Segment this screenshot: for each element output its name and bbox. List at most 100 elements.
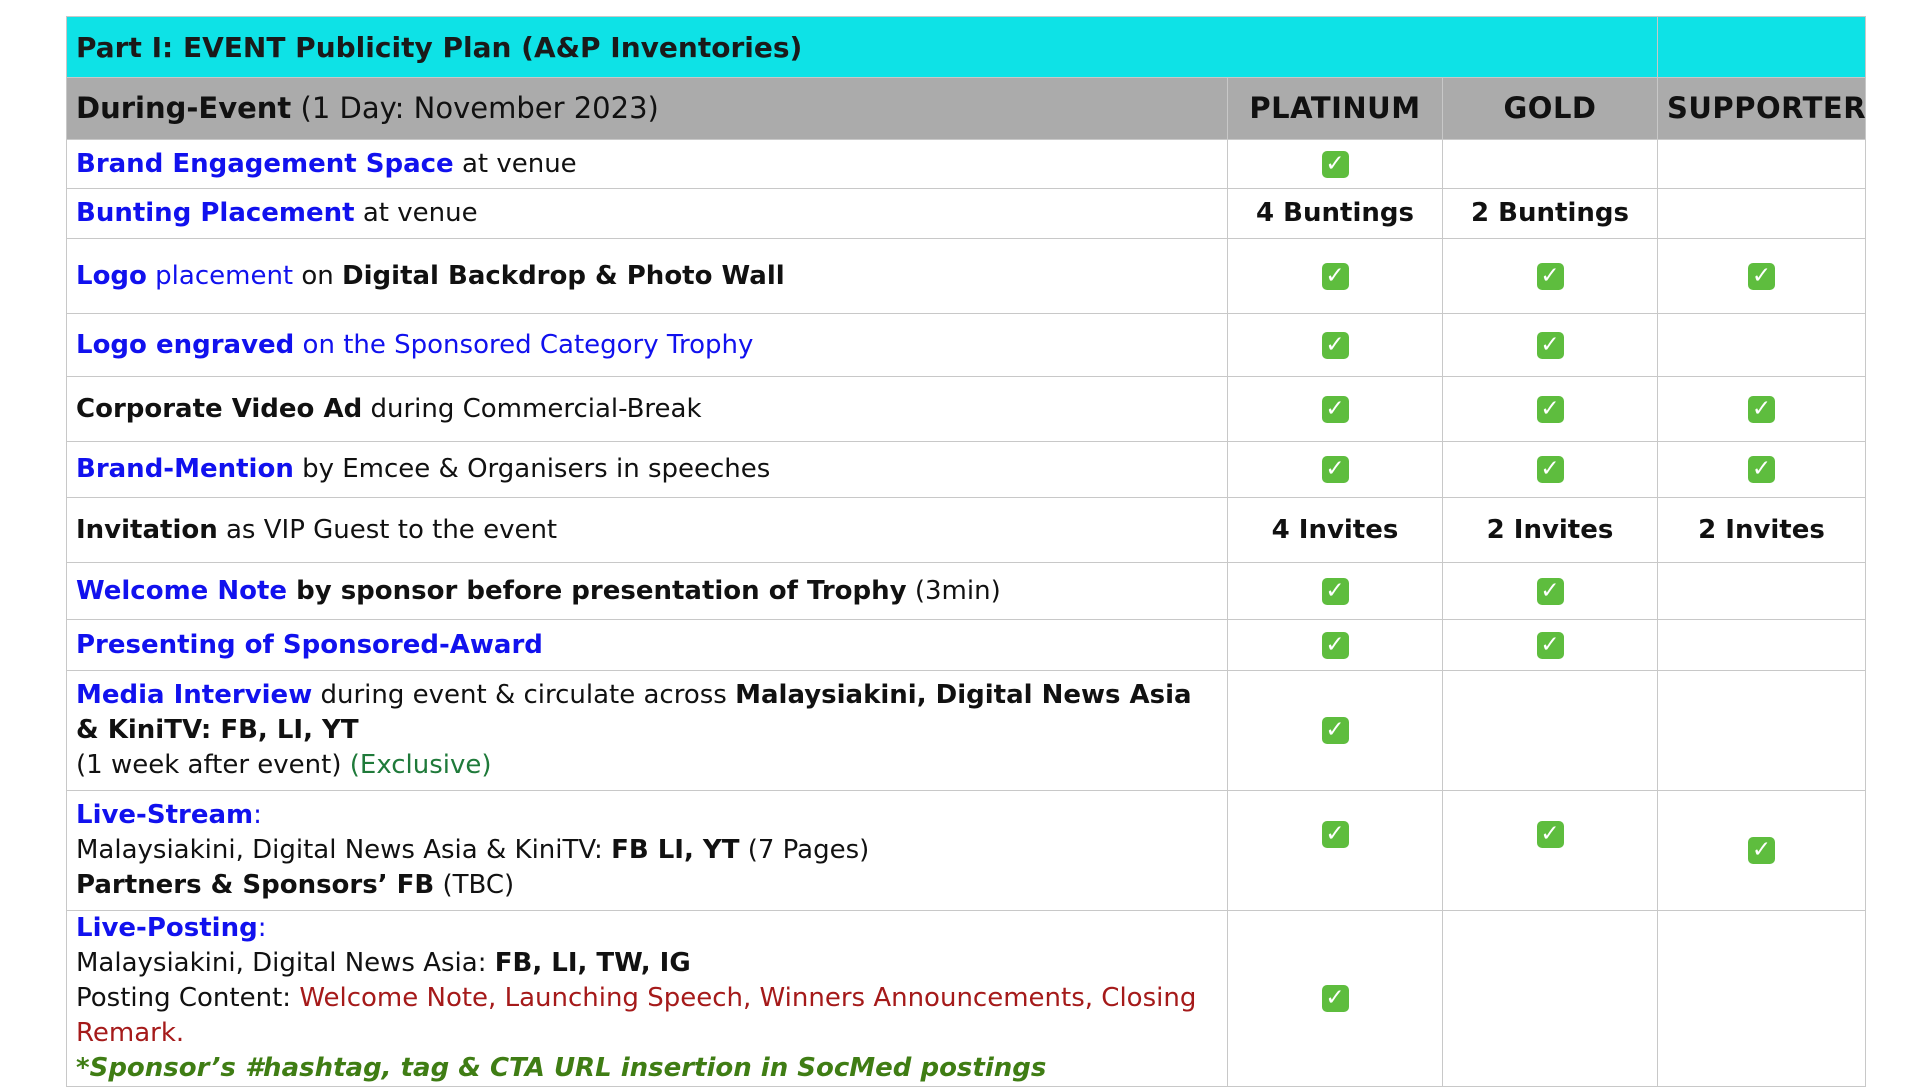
gold-cell: ✓ [1442,562,1658,620]
feature-cell: Bunting Placement at venue [66,188,1228,239]
feature-cell: Live-Stream: Malaysiakini, Digital News A… [66,790,1228,911]
feature-cell: Brand Engagement Space at venue [66,139,1228,189]
feature-text: (7 Pages) [739,835,870,865]
supporter-cell [1657,619,1866,671]
gold-cell: ✓ [1442,376,1658,442]
check-mark-icon: ✓ [1536,631,1564,659]
feature-text: during Commercial-Break [362,393,702,424]
table-row: Invitation as VIP Guest to the event 4 I… [66,497,1866,563]
cell-value: 2 Invites [1486,514,1614,545]
platinum-cell: ✓ [1227,790,1443,911]
gold-cell: 2 Invites [1442,497,1658,563]
check-mark-icon: ✓ [1321,456,1349,483]
check-mark-icon: ✓ [1536,821,1564,848]
check-mark-icon: ✓ [1321,331,1349,359]
supporter-cell: 2 Invites [1657,497,1866,563]
check-mark-icon: ✓ [1321,631,1349,659]
feature-text: (1 week after event) [76,750,350,780]
feature-bold-text: Digital Backdrop & Photo Wall [342,260,785,291]
supporter-cell [1657,910,1866,1087]
title-row: Part I: EVENT Publicity Plan (A&P Invent… [66,16,1866,78]
header-feature-cell: During-Event (1 Day: November 2023) [66,77,1228,140]
exclusive-note: (Exclusive) [349,750,492,780]
cell-value: 4 Buntings [1256,198,1414,228]
section-period: (1 Day: November 2023) [291,91,659,125]
header-row: During-Event (1 Day: November 2023) PLAT… [66,77,1866,140]
feature-cell: Presenting of Sponsored-Award [66,619,1228,671]
platinum-cell: ✓ [1227,910,1443,1087]
feature-bold-text: by sponsor before presentation of Trophy [287,575,907,606]
check-mark-icon: ✓ [1748,837,1775,864]
header-supporter: SUPPORTER [1657,77,1866,140]
colon: : [253,800,262,830]
feature-bold-text: Corporate Video Ad [76,393,363,424]
feature-bold-text: Invitation [76,514,218,545]
platinum-cell: ✓ [1227,139,1443,189]
table-row: Welcome Note by sponsor before presentat… [66,562,1866,620]
feature-highlight: Brand Engagement Space [76,148,454,179]
cell-value: 2 Invites [1698,514,1825,545]
check-mark-icon: ✓ [1536,262,1564,290]
platinum-cell: ✓ [1227,562,1443,620]
table-title: Part I: EVENT Publicity Plan (A&P Invent… [66,16,1658,78]
platinum-cell: ✓ [1227,441,1443,498]
platinum-cell: ✓ [1227,376,1443,442]
feature-text-blue: placement [146,260,294,291]
supporter-cell [1657,670,1866,791]
check-mark-icon: ✓ [1748,395,1775,423]
check-mark-icon: ✓ [1536,456,1564,483]
feature-text: at venue [453,148,577,179]
feature-cell: Invitation as VIP Guest to the event [66,497,1228,563]
feature-cell: Brand-Mention by Emcee & Organisers in s… [66,441,1228,498]
header-gold: GOLD [1442,77,1658,140]
check-mark-icon: ✓ [1321,821,1349,848]
feature-bold-text: FB LI, YT [611,835,740,865]
feature-highlight: Brand-Mention [76,454,294,484]
supporter-cell: ✓ [1657,441,1866,498]
supporter-cell [1657,562,1866,620]
feature-cell: Welcome Note by sponsor before presentat… [66,562,1228,620]
feature-cell: Corporate Video Ad during Commercial-Bre… [66,376,1228,442]
gold-cell: ✓ [1442,790,1658,911]
feature-text: as VIP Guest to the event [217,514,558,545]
check-mark-icon: ✓ [1321,717,1349,744]
posting-content-list: Welcome Note, Launching Speech, Winners … [76,983,1197,1048]
header-platinum: PLATINUM [1227,77,1443,140]
check-mark-icon: ✓ [1748,262,1775,290]
check-mark-icon: ✓ [1321,262,1349,290]
section-heading: During-Event [76,91,292,125]
feature-text: (3min) [906,575,1001,606]
feature-cell: Logo engraved on the Sponsored Category … [66,313,1228,377]
feature-highlight: Live-Stream [76,800,254,830]
check-mark-icon: ✓ [1536,395,1564,423]
feature-text: by Emcee & Organisers in speeches [293,454,771,484]
hashtag-note: *Sponsor’s #hashtag, tag & CTA URL inser… [76,1053,1047,1083]
gold-cell: ✓ [1442,441,1658,498]
feature-cell: Live-Posting: Malaysiakini, Digital News … [66,910,1228,1087]
table-row: Logo placement on Digital Backdrop & Pho… [66,238,1866,314]
gold-cell: ✓ [1442,313,1658,377]
gold-cell [1442,910,1658,1087]
platinum-cell: ✓ [1227,313,1443,377]
platinum-cell: ✓ [1227,670,1443,791]
feature-text: at venue [354,198,478,228]
check-mark-icon: ✓ [1536,577,1564,605]
feature-highlight: Live-Posting [76,913,258,943]
table-row: Live-Stream: Malaysiakini, Digital News A… [66,790,1866,911]
feature-cell: Logo placement on Digital Backdrop & Pho… [66,238,1228,314]
feature-bold-text: Malaysiakini, Digital News Asia & KiniTV… [76,680,1192,745]
table-row: Logo engraved on the Sponsored Category … [66,313,1866,377]
feature-text: on [293,260,343,291]
feature-bold-text: FB, LI, TW, IG [494,948,691,978]
platinum-cell: ✓ [1227,238,1443,314]
cell-value: 4 Invites [1271,514,1399,545]
table-row: Bunting Placement at venue 4 Buntings 2 … [66,188,1866,239]
feature-cell: Media Interview during event & circulate… [66,670,1228,791]
platinum-cell: 4 Buntings [1227,188,1443,239]
feature-highlight: Presenting of Sponsored-Award [76,629,543,660]
feature-text: during event & circulate across [312,680,736,710]
table-row: Brand-Mention by Emcee & Organisers in s… [66,441,1866,498]
check-mark-icon: ✓ [1321,985,1349,1012]
publicity-plan-table: Part I: EVENT Publicity Plan (A&P Invent… [66,16,1866,1087]
check-mark-icon: ✓ [1321,150,1349,178]
